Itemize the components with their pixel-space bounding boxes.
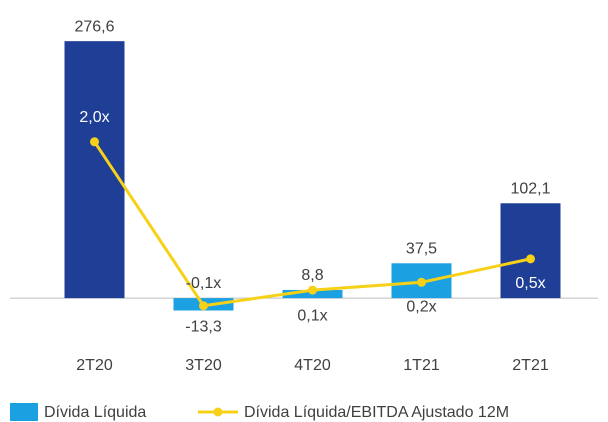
data-label: 0,1x bbox=[297, 307, 327, 324]
x-tick-label: 3T20 bbox=[185, 357, 222, 374]
data-label: 37,5 bbox=[406, 241, 437, 258]
legend-label: Dívida Líquida/EBITDA Ajustado 12M bbox=[244, 404, 509, 421]
data-label: 0,5x bbox=[515, 275, 545, 292]
data-label: -13,3 bbox=[185, 319, 222, 336]
line-marker bbox=[199, 301, 208, 311]
data-label: 276,6 bbox=[74, 18, 114, 35]
data-label: 102,1 bbox=[510, 180, 550, 197]
data-label: 2,0x bbox=[79, 109, 109, 126]
x-tick-label: 4T20 bbox=[294, 357, 331, 374]
bar bbox=[64, 41, 125, 299]
x-tick-label: 1T21 bbox=[403, 357, 440, 374]
legend-label: Dívida Líquida bbox=[44, 404, 146, 421]
legend-swatch-marker bbox=[213, 407, 223, 417]
legend-swatch-bar bbox=[10, 403, 38, 421]
data-label: 0,2x bbox=[406, 299, 436, 316]
x-tick-label: 2T21 bbox=[512, 357, 549, 374]
line-marker bbox=[526, 254, 535, 264]
data-label: 8,8 bbox=[301, 267, 323, 284]
x-tick-label: 2T20 bbox=[76, 357, 113, 374]
line-marker bbox=[308, 285, 317, 295]
line-marker bbox=[417, 277, 426, 287]
data-label: -0,1x bbox=[186, 275, 222, 292]
bar bbox=[500, 203, 561, 299]
line-marker bbox=[90, 137, 99, 147]
